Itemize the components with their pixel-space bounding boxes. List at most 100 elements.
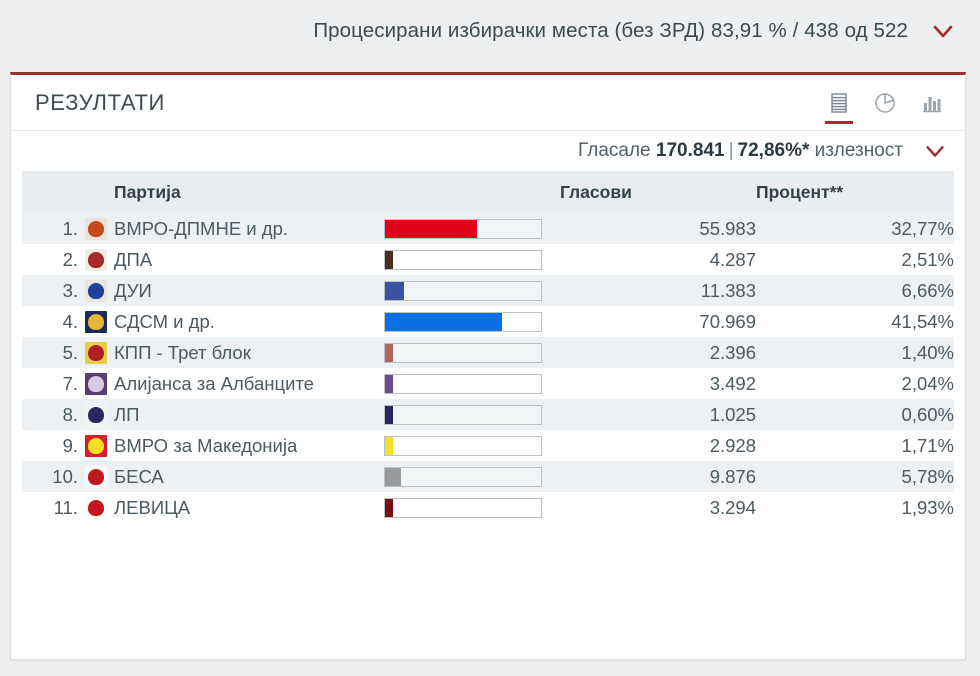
- vote-share-bar-track: [384, 280, 542, 301]
- party-logo-icon: [85, 217, 107, 240]
- party-bar-cell: [384, 213, 560, 244]
- table-row[interactable]: 4. СДСМ и др. 70.969 41,54%: [22, 306, 954, 337]
- vote-share-bar-track: [384, 497, 542, 518]
- table-row[interactable]: 7. Алијанса за Албанците 3.492 2,04%: [22, 368, 954, 399]
- results-table: Партија Гласови Процент** 1. ВМРО-ДПМНЕ и…: [22, 171, 954, 523]
- party-votes: 2.396: [560, 337, 756, 368]
- table-row[interactable]: 10. БЕСА 9.876 5,78%: [22, 461, 954, 492]
- chevron-down-icon[interactable]: [930, 18, 956, 44]
- pie-chart-view-icon[interactable]: [869, 86, 901, 120]
- party-percent: 41,54%: [756, 306, 954, 337]
- table-row[interactable]: 11. ЛЕВИЦА 3.294 1,93%: [22, 492, 954, 523]
- processed-stations-bar: Процесирани избирачки места (без ЗРД) 83…: [0, 0, 980, 62]
- party-votes: 2.928: [560, 430, 756, 461]
- party-logo-cell: [78, 337, 114, 368]
- view-switcher: [823, 86, 947, 124]
- row-rank: 5.: [22, 337, 78, 368]
- table-row[interactable]: 5. КПП - Трет блок 2.396 1,40%: [22, 337, 954, 368]
- col-percent: Процент**: [756, 171, 954, 213]
- party-name: ВМРО за Македонија: [114, 430, 384, 461]
- party-votes: 70.969: [560, 306, 756, 337]
- list-view-icon[interactable]: [823, 86, 855, 124]
- party-bar-cell: [384, 244, 560, 275]
- party-logo-icon: [85, 434, 107, 457]
- party-name: ЛП: [114, 399, 384, 430]
- row-rank: 11.: [22, 492, 78, 523]
- party-name: БЕСА: [114, 461, 384, 492]
- party-name: Алијанса за Албанците: [114, 368, 384, 399]
- vote-share-bar-fill: [385, 436, 393, 455]
- party-votes: 11.383: [560, 275, 756, 306]
- party-percent: 0,60%: [756, 399, 954, 430]
- row-rank: 7.: [22, 368, 78, 399]
- party-name: КПП - Трет блок: [114, 337, 384, 368]
- turnout-row: Гласале 170.841 | 72,86%* излезност: [11, 131, 965, 171]
- party-bar-cell: [384, 337, 560, 368]
- vote-share-bar-track: [384, 342, 542, 363]
- party-logo-icon: [85, 279, 107, 302]
- vote-share-bar-fill: [385, 374, 393, 393]
- party-logo-icon: [85, 372, 107, 395]
- party-logo-cell: [78, 368, 114, 399]
- party-percent: 2,51%: [756, 244, 954, 275]
- party-percent: 1,40%: [756, 337, 954, 368]
- party-bar-cell: [384, 430, 560, 461]
- table-row[interactable]: 9. ВМРО за Македонија 2.928 1,71%: [22, 430, 954, 461]
- party-name: ВМРО-ДПМНЕ и др.: [114, 213, 384, 244]
- table-row[interactable]: 8. ЛП 1.025 0,60%: [22, 399, 954, 430]
- party-logo-cell: [78, 492, 114, 523]
- party-bar-cell: [384, 306, 560, 337]
- processed-stations-text: Процесирани избирачки места (без ЗРД) 83…: [313, 19, 908, 42]
- party-logo-icon: [85, 496, 107, 519]
- table-row[interactable]: 3. ДУИ 11.383 6,66%: [22, 275, 954, 306]
- party-logo-icon: [85, 403, 107, 426]
- party-percent: 2,04%: [756, 368, 954, 399]
- row-rank: 10.: [22, 461, 78, 492]
- col-party: Партија: [114, 171, 384, 213]
- table-row[interactable]: 1. ВМРО-ДПМНЕ и др. 55.983 32,77%: [22, 213, 954, 244]
- turnout-percent: 72,86%*: [737, 140, 810, 161]
- party-votes: 1.025: [560, 399, 756, 430]
- row-rank: 4.: [22, 306, 78, 337]
- party-logo-cell: [78, 213, 114, 244]
- party-votes: 3.492: [560, 368, 756, 399]
- row-rank: 1.: [22, 213, 78, 244]
- vote-share-bar-fill: [385, 405, 393, 424]
- results-card: РЕЗУЛТАТИ: [10, 72, 966, 660]
- vote-share-bar-track: [384, 218, 542, 239]
- chevron-down-icon[interactable]: [923, 139, 947, 163]
- party-votes: 4.287: [560, 244, 756, 275]
- party-logo-cell: [78, 275, 114, 306]
- party-percent: 1,71%: [756, 430, 954, 461]
- row-rank: 8.: [22, 399, 78, 430]
- row-rank: 9.: [22, 430, 78, 461]
- party-name: ДПА: [114, 244, 384, 275]
- vote-share-bar-track: [384, 466, 542, 487]
- row-rank: 3.: [22, 275, 78, 306]
- party-logo-icon: [85, 248, 107, 271]
- bar-chart-view-icon[interactable]: [915, 86, 947, 120]
- party-logo-cell: [78, 461, 114, 492]
- vote-share-bar-fill: [385, 219, 478, 238]
- party-bar-cell: [384, 399, 560, 430]
- party-name: ЛЕВИЦА: [114, 492, 384, 523]
- party-votes: 9.876: [560, 461, 756, 492]
- party-bar-cell: [384, 275, 560, 306]
- row-rank: 2.: [22, 244, 78, 275]
- col-rank: [22, 171, 78, 213]
- vote-share-bar-fill: [385, 281, 404, 300]
- vote-share-bar-fill: [385, 250, 393, 269]
- vote-share-bar-track: [384, 404, 542, 425]
- turnout-separator: |: [728, 140, 734, 161]
- page-title: РЕЗУЛТАТИ: [35, 89, 165, 115]
- party-votes: 3.294: [560, 492, 756, 523]
- party-percent: 32,77%: [756, 213, 954, 244]
- col-bar: [384, 171, 560, 213]
- table-row[interactable]: 2. ДПА 4.287 2,51%: [22, 244, 954, 275]
- turnout-label: Гласале: [578, 140, 651, 161]
- party-name: ДУИ: [114, 275, 384, 306]
- party-logo-cell: [78, 244, 114, 275]
- results-card-header: РЕЗУЛТАТИ: [11, 75, 965, 131]
- vote-share-bar-fill: [385, 467, 402, 486]
